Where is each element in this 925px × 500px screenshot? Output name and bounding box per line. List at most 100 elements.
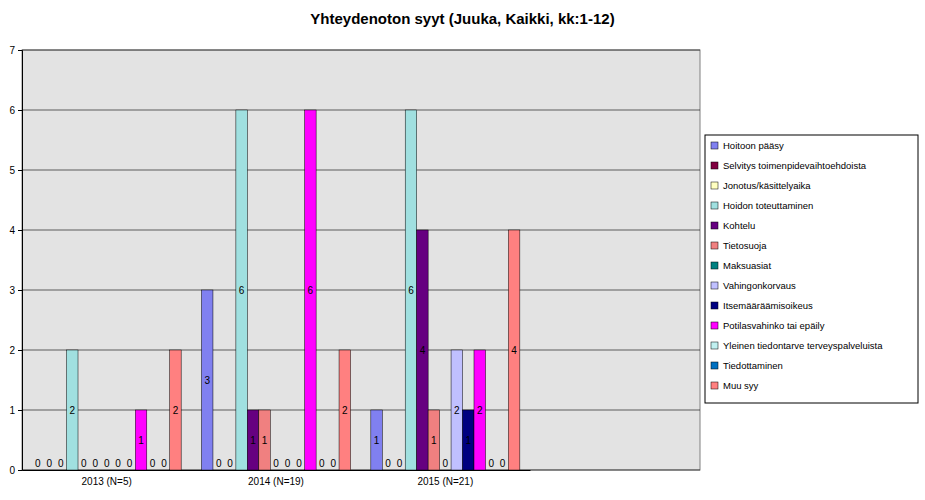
legend-swatch	[711, 262, 718, 269]
title: Yhteydenoton syyt (Juuka, Kaikki, kk:1-1…	[310, 10, 614, 27]
data-label: 2	[454, 405, 460, 416]
grid-line	[22, 50, 700, 51]
grid-line	[22, 470, 700, 471]
x-tick: 2014 (N=19)	[248, 470, 304, 487]
data-label: 0	[285, 458, 291, 469]
x-tick-label: 2013 (N=5)	[82, 476, 132, 487]
legend-label: Muu syy	[723, 380, 759, 391]
legend-swatch	[711, 222, 718, 229]
data-label: 0	[150, 458, 156, 469]
legend-label: Kohtelu	[723, 220, 755, 231]
legend-label: Tiedottaminen	[723, 360, 783, 371]
data-label: 1	[138, 435, 144, 446]
y-tick: 0	[9, 465, 22, 476]
bar	[417, 230, 428, 470]
data-label: 0	[500, 458, 506, 469]
data-label: 6	[308, 285, 314, 296]
y-tick: 3	[9, 285, 22, 296]
bar	[371, 410, 382, 470]
data-label: 0	[58, 458, 64, 469]
bar	[44, 470, 55, 471]
data-label: 0	[127, 458, 133, 469]
grid-line	[22, 230, 700, 231]
data-label: 1	[465, 435, 471, 446]
y-tick: 5	[9, 165, 22, 176]
bar	[270, 470, 281, 471]
legend-swatch	[711, 342, 718, 349]
legend-label: Selvitys toimenpidevaihtoehdoista	[723, 160, 867, 171]
data-label: 2	[69, 405, 75, 416]
grid-line	[22, 110, 700, 111]
y-tick-mark	[18, 50, 22, 51]
y-tick-label: 4	[9, 225, 15, 236]
data-label: 4	[420, 345, 426, 356]
legend-swatch	[711, 202, 718, 209]
data-label: 2	[477, 405, 483, 416]
grid	[22, 50, 700, 470]
x-tick-label: 2015 (N=21)	[417, 476, 473, 487]
y-tick-label: 5	[9, 165, 15, 176]
bar	[282, 470, 293, 471]
data-label: 0	[397, 458, 403, 469]
bar	[213, 470, 224, 471]
y-tick: 7	[9, 45, 22, 56]
bar	[170, 350, 181, 470]
bar	[236, 110, 247, 470]
bar	[32, 470, 43, 471]
y-tick-mark	[18, 230, 22, 231]
data-label: 0	[296, 458, 302, 469]
bar	[112, 470, 123, 471]
chart: Yhteydenoton syyt (Juuka, Kaikki, kk:1-1…	[0, 0, 925, 500]
bar	[67, 350, 78, 470]
bar	[440, 470, 451, 471]
data-label: 4	[511, 345, 517, 356]
legend-label: Yleinen tiedontarve terveyspalveluista	[723, 340, 883, 351]
bar	[101, 470, 112, 471]
bar	[485, 470, 496, 471]
y-tick-label: 0	[9, 465, 15, 476]
data-label: 0	[319, 458, 325, 469]
data-label: 0	[273, 458, 279, 469]
grid-line	[22, 410, 700, 411]
data-label: 0	[81, 458, 87, 469]
bar	[508, 230, 519, 470]
data-label: 2	[173, 405, 179, 416]
bar	[259, 410, 270, 470]
y-tick: 1	[9, 405, 22, 416]
y-tick-label: 3	[9, 285, 15, 296]
legend-swatch	[711, 242, 718, 249]
bar	[247, 410, 258, 470]
bar	[463, 410, 474, 470]
bar	[158, 470, 169, 471]
bar	[224, 470, 235, 471]
y-tick-mark	[18, 410, 22, 411]
data-label: 0	[115, 458, 121, 469]
data-label: 0	[443, 458, 449, 469]
bar	[428, 410, 439, 470]
bar	[405, 110, 416, 470]
y-tick-mark	[18, 110, 22, 111]
data-label: 1	[374, 435, 380, 446]
bar	[201, 290, 212, 470]
data-label: 0	[216, 458, 222, 469]
data-label: 0	[47, 458, 53, 469]
legend-label: Hoidon toteuttaminen	[723, 200, 813, 211]
y-tick-label: 7	[9, 45, 15, 56]
grid-line	[22, 350, 700, 351]
x-tick-label: 2014 (N=19)	[248, 476, 304, 487]
bar	[55, 470, 66, 471]
grid-line	[22, 170, 700, 171]
legend-label: Potilasvahinko tai epäily	[723, 320, 825, 331]
grid-line	[22, 290, 700, 291]
data-label: 6	[239, 285, 245, 296]
bar	[147, 470, 158, 471]
bar	[328, 470, 339, 471]
x-tick: 2015 (N=21)	[417, 470, 473, 487]
bar	[124, 470, 135, 471]
y-tick: 4	[9, 225, 22, 236]
y-tick: 6	[9, 105, 22, 116]
data-label: 0	[331, 458, 337, 469]
bar	[382, 470, 393, 471]
y-axis-line	[18, 51, 23, 471]
legend-label: Hoitoon pääsy	[723, 140, 784, 151]
